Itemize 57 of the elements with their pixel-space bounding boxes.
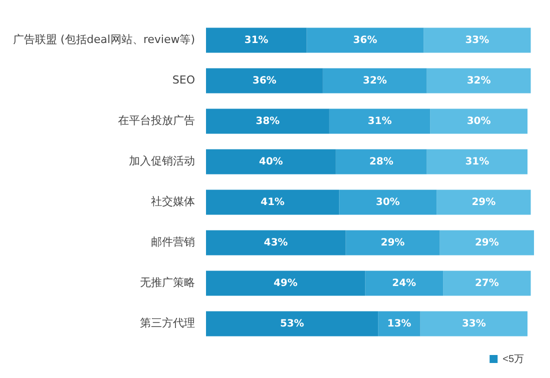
- bar: [206, 108, 330, 134]
- data-label: 32%: [362, 75, 387, 86]
- data-label: 29%: [474, 237, 499, 248]
- data-label: 24%: [392, 278, 416, 289]
- bar: [306, 28, 424, 53]
- data-label: 49%: [274, 278, 298, 289]
- y-tick-label: 无推广策略: [140, 276, 196, 290]
- data-label: 36%: [252, 75, 276, 86]
- data-label: 36%: [353, 34, 378, 46]
- data-label: 31%: [465, 156, 490, 168]
- bar: [426, 68, 531, 94]
- bar: [329, 108, 430, 134]
- data-label: 27%: [474, 278, 499, 289]
- data-label: 41%: [260, 196, 285, 208]
- data-label: 28%: [369, 156, 394, 168]
- data-label: 38%: [256, 116, 280, 127]
- legend-label: <5万: [502, 354, 524, 365]
- bar: [440, 230, 534, 256]
- bar: [365, 270, 444, 296]
- data-label: 33%: [465, 34, 490, 46]
- bar: [322, 68, 427, 94]
- bar: [206, 230, 346, 256]
- data-label: 43%: [264, 237, 288, 248]
- bar: [426, 149, 528, 174]
- data-label: 53%: [280, 318, 304, 330]
- bar: [430, 108, 528, 134]
- y-tick-label: 广告联盟 (包括deal网站、review等): [12, 33, 196, 46]
- y-tick-label: 在平台投放广告: [118, 114, 196, 128]
- data-label: 29%: [380, 237, 405, 248]
- bar: [378, 311, 420, 336]
- data-label: 13%: [387, 318, 412, 330]
- bar: [424, 28, 531, 53]
- data-label: 30%: [466, 116, 491, 127]
- data-label: 33%: [462, 318, 486, 330]
- bar: [206, 270, 366, 296]
- bar: [336, 149, 427, 174]
- bar: [206, 149, 336, 174]
- bar: [420, 311, 528, 336]
- y-tick-label: 社交媒体: [151, 195, 196, 208]
- data-label: 30%: [376, 196, 400, 208]
- bar: [443, 270, 531, 296]
- bar: [339, 190, 437, 215]
- bar: [436, 190, 531, 215]
- data-label: 29%: [472, 196, 496, 208]
- y-tick-label: 加入促销活动: [129, 154, 196, 168]
- data-label: 32%: [466, 75, 491, 86]
- data-label: 31%: [368, 116, 392, 127]
- bar: [206, 68, 323, 94]
- bar: [206, 190, 340, 215]
- y-tick-label: 第三方代理: [140, 316, 196, 330]
- bar: [346, 230, 440, 256]
- y-tick-label: SEO: [172, 74, 196, 87]
- data-label: 31%: [244, 34, 268, 46]
- bar: [206, 28, 307, 53]
- bar: [206, 311, 378, 336]
- y-tick-label: 邮件营销: [151, 236, 196, 249]
- data-label: 40%: [258, 156, 283, 168]
